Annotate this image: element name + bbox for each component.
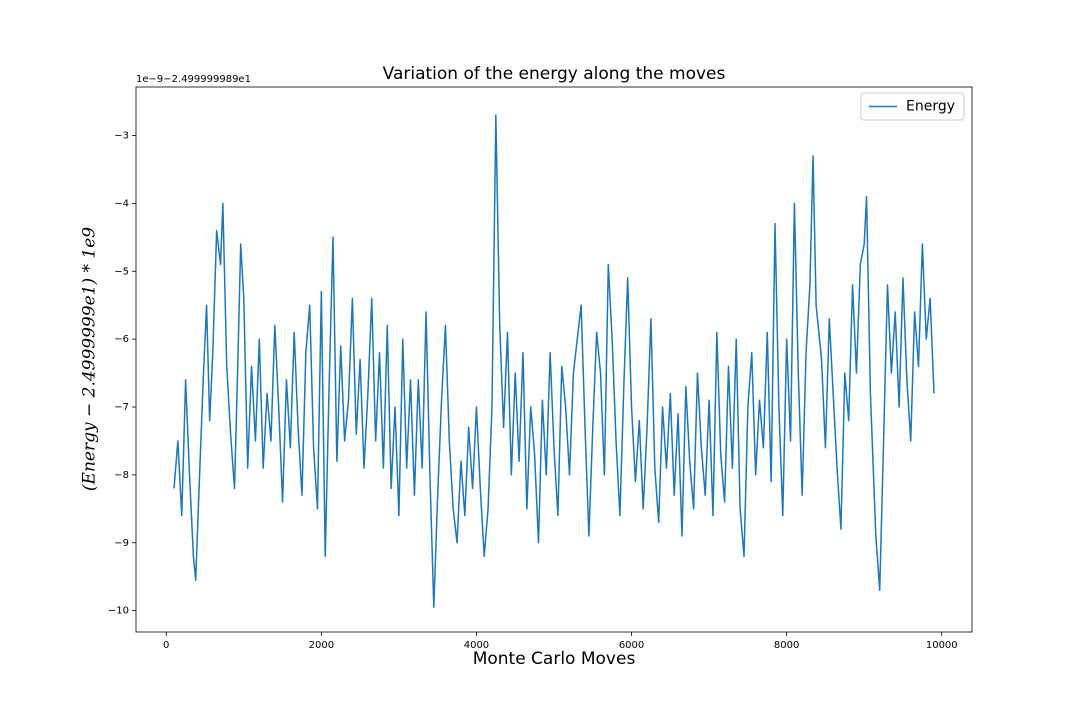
legend-label: Energy bbox=[906, 99, 955, 115]
y-tick-label: −10 bbox=[108, 606, 129, 617]
x-tick-label: 2000 bbox=[309, 640, 334, 651]
y-axis-label: (Energy − 2.4999999e1) * 1e9 bbox=[80, 227, 100, 491]
x-tick-label: 10000 bbox=[926, 640, 958, 651]
x-tick-label: 8000 bbox=[774, 640, 799, 651]
y-tick-label: −7 bbox=[114, 402, 129, 413]
x-tick-label: 6000 bbox=[619, 640, 644, 651]
y-tick-label: −6 bbox=[114, 334, 129, 345]
x-tick-label: 4000 bbox=[464, 640, 489, 651]
legend-box bbox=[860, 92, 965, 121]
y-tick-label: −3 bbox=[114, 131, 129, 142]
y-tick-label: −8 bbox=[114, 470, 129, 481]
x-axis-label: Monte Carlo Moves bbox=[473, 649, 636, 669]
data-line bbox=[173, 114, 935, 608]
chart-title: Variation of the energy along the moves bbox=[383, 64, 726, 84]
offset-text: 1e−9−2.499999989e1 bbox=[136, 74, 251, 85]
y-tick-label: −5 bbox=[114, 266, 129, 277]
x-tick-label: 0 bbox=[163, 640, 169, 651]
plot-frame bbox=[135, 86, 973, 633]
y-tick-label: −4 bbox=[114, 198, 129, 209]
y-tick-label: −9 bbox=[114, 538, 129, 549]
